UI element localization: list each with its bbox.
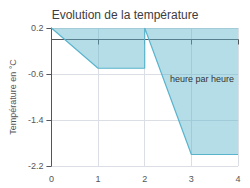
svg-text:Evolution de la température: Evolution de la température — [52, 8, 199, 22]
svg-text:3: 3 — [189, 174, 194, 184]
svg-text:4: 4 — [235, 174, 240, 184]
svg-text:-1.4: -1.4 — [28, 115, 44, 125]
svg-text:Température en °C: Température en °C — [8, 59, 18, 135]
svg-text:0: 0 — [49, 174, 54, 184]
svg-text:heure par heure: heure par heure — [170, 74, 234, 84]
svg-text:-0.6: -0.6 — [28, 69, 44, 79]
svg-text:0.2: 0.2 — [31, 23, 44, 33]
svg-text:1: 1 — [96, 174, 101, 184]
svg-text:2: 2 — [142, 174, 147, 184]
svg-text:-2.2: -2.2 — [28, 161, 44, 171]
